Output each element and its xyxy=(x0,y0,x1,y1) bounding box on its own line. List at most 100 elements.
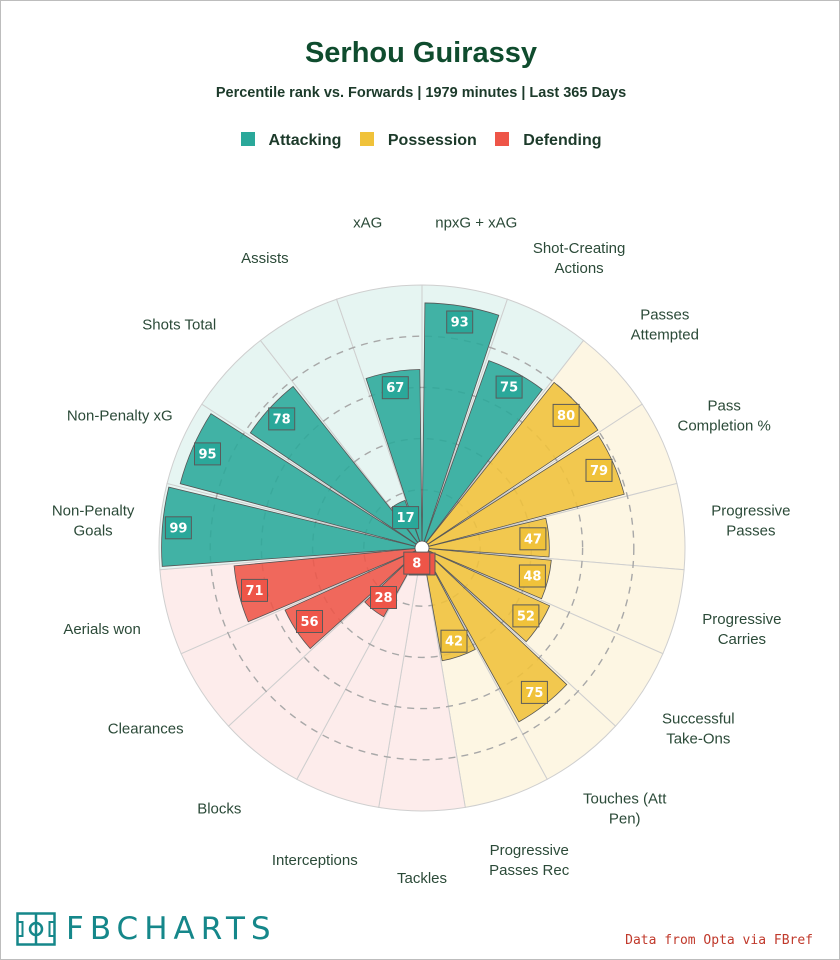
value-badge-npxg-xag xyxy=(446,310,474,334)
value-label-non-penalty-xg: 95 xyxy=(194,442,221,466)
category-label-non-penalty-goals: Non-Penalty Goals xyxy=(52,503,135,540)
grid-ring-60 xyxy=(260,386,584,710)
value-badge-clearances xyxy=(296,610,323,633)
value-badge-pass-completion xyxy=(585,458,613,482)
legend-label-attacking: Attacking xyxy=(268,132,342,149)
legend-label-defending: Defending xyxy=(523,132,602,149)
category-label-blocks: Blocks xyxy=(197,800,241,817)
value-text-aerials-won: 71 xyxy=(245,584,263,599)
value-text-npxg-xag: 93 xyxy=(451,316,469,331)
logo-text: FBCHARTS xyxy=(66,911,277,947)
value-text-interceptions: 8 xyxy=(412,557,421,572)
value-label-progressive-passes: 47 xyxy=(519,527,547,551)
value-badge-aerials-won xyxy=(241,578,268,602)
value-text-progressive-passes-rec: 42 xyxy=(445,635,463,650)
value-label-aerials-won: 71 xyxy=(241,578,268,602)
value-label-clearances: 56 xyxy=(296,610,323,633)
pitch-icon xyxy=(16,912,56,946)
bar-non-penalty-xg xyxy=(179,413,417,547)
value-label-xag: 67 xyxy=(381,376,409,400)
legend-label-possession: Possession xyxy=(387,132,477,149)
value-badge-non-penalty-goals xyxy=(164,516,192,540)
value-text-passes-attempted: 80 xyxy=(557,409,575,424)
value-label-assists: 17 xyxy=(392,506,420,530)
category-label-pass-completion: Pass Completion % xyxy=(678,397,771,434)
value-label-non-penalty-goals: 99 xyxy=(164,516,192,540)
chart-subtitle: Percentile rank vs. Forwards | 1979 minu… xyxy=(215,85,627,101)
bar-aerials-won xyxy=(233,548,417,623)
chart-title: Serhou Guirassy xyxy=(304,37,538,69)
legend: Attacking Possession Defending xyxy=(1,132,839,150)
value-label-successful-take-ons: 52 xyxy=(512,604,540,628)
legend-item-attacking: Attacking xyxy=(240,132,342,150)
value-label-shot-creating-actions: 75 xyxy=(495,375,523,399)
fbcharts-logo: FBCHARTS xyxy=(16,911,277,947)
category-label-passes-attempted: Passes Attempted xyxy=(631,307,699,344)
bar-npxg-xag xyxy=(421,302,500,542)
category-label-aerials-won: Aerials won xyxy=(63,621,141,638)
category-label-touches-att-pen: Touches (Att Pen) xyxy=(583,790,667,827)
category-label-non-penalty-xg: Non-Penalty xG xyxy=(67,407,173,424)
value-badge-progressive-passes xyxy=(519,527,547,551)
value-label-passes-attempted: 80 xyxy=(552,403,580,427)
value-label-blocks: 28 xyxy=(370,586,397,609)
value-text-pass-completion: 79 xyxy=(590,464,608,479)
category-label-progressive-carries: Progressive Carries xyxy=(702,611,781,648)
category-label-interceptions: Interceptions xyxy=(272,852,358,869)
value-text-touches-att-pen: 75 xyxy=(525,686,543,701)
value-text-non-penalty-goals: 99 xyxy=(169,521,187,536)
value-badge-shot-creating-actions xyxy=(495,375,523,399)
value-labels: 937580794748527542482856719995781767 xyxy=(164,310,613,704)
category-label-xag: xAG xyxy=(353,215,382,232)
value-text-assists: 17 xyxy=(397,511,415,526)
value-badge-shots-total xyxy=(268,407,296,431)
value-text-progressive-passes: 47 xyxy=(524,532,542,547)
value-badge-blocks xyxy=(370,586,397,609)
bar-progressive-passes xyxy=(428,517,550,558)
category-label-assists: Assists xyxy=(241,250,289,267)
bar-pass-completion xyxy=(427,435,625,547)
value-text-xag: 67 xyxy=(386,381,404,396)
legend-swatch-defending xyxy=(495,132,510,146)
category-label-tackles: Tackles xyxy=(397,870,447,887)
category-label-clearances: Clearances xyxy=(108,721,184,738)
bar-xag xyxy=(365,369,423,542)
value-badge-touches-att-pen xyxy=(520,680,548,704)
value-label-interceptions: 8 xyxy=(403,551,431,575)
value-label-pass-completion: 79 xyxy=(585,458,613,482)
category-label-progressive-passes: Progressive Passes xyxy=(711,503,790,540)
legend-swatch-possession xyxy=(359,132,374,146)
bar-non-penalty-goals xyxy=(161,486,416,567)
value-text-progressive-carries: 48 xyxy=(523,570,541,585)
legend-item-possession: Possession xyxy=(359,132,477,150)
category-label-successful-take-ons: Successful Take-Ons xyxy=(662,711,735,748)
bar-shot-creating-actions xyxy=(423,360,543,543)
value-text-successful-take-ons: 52 xyxy=(517,609,535,624)
category-label-shots-total: Shots Total xyxy=(142,317,216,334)
category-label-shot-creating-actions: Shot-Creating Actions xyxy=(533,240,626,277)
value-text-non-penalty-xg: 95 xyxy=(198,447,216,462)
value-text-shot-creating-actions: 75 xyxy=(500,381,518,396)
value-badge-xag xyxy=(381,376,409,400)
category-label-progressive-passes-rec: Progressive Passes Rec xyxy=(489,842,570,879)
value-badge-interceptions xyxy=(403,551,431,575)
value-badge-assists xyxy=(392,506,420,530)
value-badge-successful-take-ons xyxy=(512,604,540,628)
value-label-shots-total: 78 xyxy=(268,407,296,431)
value-badge-progressive-carries xyxy=(518,564,546,588)
value-badge-progressive-passes-rec xyxy=(440,629,468,653)
legend-swatch-attacking xyxy=(240,132,255,146)
value-label-touches-att-pen: 75 xyxy=(520,680,548,704)
legend-item-defending: Defending xyxy=(495,132,601,150)
value-text-shots-total: 78 xyxy=(273,412,291,427)
value-badge-passes-attempted xyxy=(552,403,580,427)
data-source: Data from Opta via FBref xyxy=(625,933,813,948)
value-text-clearances: 56 xyxy=(300,615,318,630)
value-label-progressive-carries: 48 xyxy=(518,564,546,588)
category-label-npxg-xag: npxG + xAG xyxy=(435,215,517,232)
value-text-blocks: 28 xyxy=(374,591,392,606)
value-label-progressive-passes-rec: 42 xyxy=(440,629,468,653)
